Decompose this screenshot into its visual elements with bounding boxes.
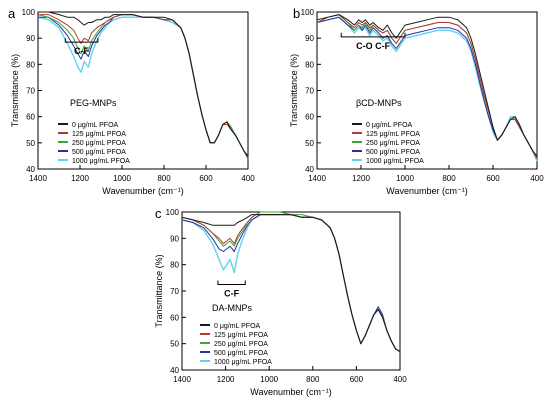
legend-entry: 500 μg/mL PFOA <box>366 149 420 156</box>
panel-label: c <box>155 206 162 221</box>
x-tick-label: 1000 <box>113 174 131 183</box>
y-tick-label: 100 <box>301 8 315 17</box>
y-tick-label: 60 <box>170 313 179 322</box>
bracket-annotation <box>340 32 406 38</box>
y-tick-label: 50 <box>305 139 314 148</box>
x-tick-label: 1400 <box>308 174 326 183</box>
x-tick-label: 1000 <box>396 174 414 183</box>
bond-annotation: C-F <box>224 288 239 298</box>
sample-label: PEG-MNPs <box>70 98 117 108</box>
y-tick-label: 80 <box>170 261 179 270</box>
legend-entry: 500 μg/mL PFOA <box>214 350 268 357</box>
x-axis-label: Wavenumber (cm⁻¹) <box>250 387 331 397</box>
x-tick-label: 800 <box>306 375 320 384</box>
y-tick-label: 50 <box>170 340 179 349</box>
chart-panel-a: a 1400 1200 1000 800 600 400 40 50 60 70 80 90 100 Wav… <box>8 6 255 196</box>
legend-entry: 250 μg/mL PFOA <box>72 140 126 147</box>
y-tick-label: 70 <box>170 287 179 296</box>
y-axis-label: Transmittance (%) <box>10 54 20 127</box>
y-tick-label: 100 <box>22 8 36 17</box>
legend-entry: 1000 μg/mL PFOA <box>214 359 272 366</box>
y-tick-label: 60 <box>305 113 314 122</box>
x-tick-label: 800 <box>157 174 171 183</box>
legend-entry: 0 μg/mL PFOA <box>366 122 413 129</box>
x-tick-label: 800 <box>442 174 456 183</box>
x-tick-label: 1200 <box>217 375 235 384</box>
x-tick-label: 600 <box>486 174 500 183</box>
series-line <box>181 214 401 353</box>
legend-entry: 1000 μg/mL PFOA <box>72 158 130 165</box>
panel-label: a <box>8 6 16 21</box>
x-tick-label: 600 <box>199 174 213 183</box>
series-line <box>316 16 538 159</box>
legend-entry: 125 μg/mL PFOA <box>366 131 420 138</box>
x-tick-label: 1200 <box>71 174 89 183</box>
y-tick-label: 100 <box>166 208 180 217</box>
series-line <box>316 16 538 162</box>
legend: 0 μg/mL PFOA 125 μg/mL PFOA 250 μg/mL PFOA… <box>200 323 272 366</box>
y-tick-label: 80 <box>305 60 314 69</box>
x-tick-label: 400 <box>530 174 544 183</box>
series-line <box>38 14 249 159</box>
legend-entry: 500 μg/mL PFOA <box>72 149 126 156</box>
x-tick-label: 400 <box>241 174 255 183</box>
bracket-annotation <box>64 38 99 43</box>
legend-entry: 0 μg/mL PFOA <box>214 323 261 330</box>
x-axis-label: Wavenumber (cm⁻¹) <box>102 186 183 196</box>
y-tick-label: 90 <box>170 234 179 243</box>
bond-annotation: C-O C-F <box>356 41 390 51</box>
sample-label: βCD-MNPs <box>356 98 402 108</box>
series-line <box>37 14 249 159</box>
series-line <box>38 14 249 159</box>
bracket-annotation <box>217 280 246 285</box>
chart-panel-c: c 1400 1200 1000 800 600 400 40 50 60 70 80 90 100 Wav… <box>154 206 407 397</box>
legend-entry: 1000 μg/mL PFOA <box>366 158 424 165</box>
y-tick-label: 40 <box>170 366 179 375</box>
x-tick-label: 1000 <box>260 375 278 384</box>
plot-frame <box>316 11 538 170</box>
y-tick-label: 90 <box>305 34 314 43</box>
y-axis-label: Transmittance (%) <box>289 54 299 127</box>
panel-label: b <box>293 6 300 21</box>
legend-entry: 250 μg/mL PFOA <box>214 341 268 348</box>
series-line <box>316 14 538 157</box>
y-axis-label: Transmittance (%) <box>154 254 164 327</box>
y-tick-label: 70 <box>26 87 35 96</box>
legend: 0 μg/mL PFOA 125 μg/mL PFOA 250 μg/mL PFOA… <box>352 122 424 165</box>
bond-annotation: C-F <box>74 46 89 56</box>
y-tick-label: 50 <box>26 139 35 148</box>
legend-entry: 0 μg/mL PFOA <box>72 122 119 129</box>
x-tick-label: 1200 <box>352 174 370 183</box>
series-line <box>316 14 538 159</box>
x-tick-label: 600 <box>350 375 364 384</box>
x-tick-label: 400 <box>393 375 407 384</box>
legend-entry: 250 μg/mL PFOA <box>366 140 420 147</box>
x-tick-label: 1400 <box>29 174 47 183</box>
y-tick-label: 70 <box>305 87 314 96</box>
y-tick-label: 90 <box>26 34 35 43</box>
x-tick-label: 1400 <box>173 375 191 384</box>
legend-entry: 125 μg/mL PFOA <box>214 332 268 339</box>
series-line <box>316 14 538 159</box>
y-tick-label: 60 <box>26 113 35 122</box>
legend: 0 μg/mL PFOA 125 μg/mL PFOA 250 μg/mL PFOA… <box>58 122 130 165</box>
y-tick-label: 40 <box>26 165 35 174</box>
y-tick-label: 80 <box>26 60 35 69</box>
legend-entry: 125 μg/mL PFOA <box>72 131 126 138</box>
series-line <box>38 11 249 157</box>
x-axis-label: Wavenumber (cm⁻¹) <box>386 186 467 196</box>
sample-label: DA-MNPs <box>212 303 252 313</box>
chart-panel-b: b 1400 1200 1000 800 600 400 40 50 60 70 80 90 100 Wav… <box>289 6 544 196</box>
plot-frame <box>37 11 249 170</box>
y-tick-label: 40 <box>305 165 314 174</box>
